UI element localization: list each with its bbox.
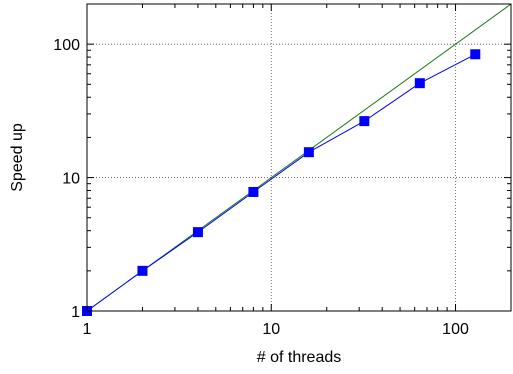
series-layer <box>82 3 512 316</box>
y-tick-label: 1 <box>71 304 80 321</box>
x-axis-label: # of threads <box>257 349 342 366</box>
data-point-marker <box>414 78 425 89</box>
y-axis-label: Speed up <box>9 123 26 192</box>
measured-speedup-line <box>86 53 476 312</box>
data-point-marker <box>359 116 370 127</box>
data-point-marker <box>137 265 148 276</box>
data-point-marker <box>192 227 203 238</box>
axis-ticks: 1 10 100 1 10 100 <box>53 4 511 338</box>
plot-frame <box>86 3 512 312</box>
data-point-marker <box>303 147 314 158</box>
y-tick-label: 100 <box>53 37 80 54</box>
grid-lines <box>87 4 511 311</box>
data-point-marker <box>248 186 259 197</box>
x-tick-label: 1 <box>83 321 92 338</box>
data-point-marker <box>470 49 481 60</box>
x-tick-label: 100 <box>442 321 469 338</box>
x-tick-label: 10 <box>262 321 280 338</box>
y-tick-label: 10 <box>62 171 80 188</box>
